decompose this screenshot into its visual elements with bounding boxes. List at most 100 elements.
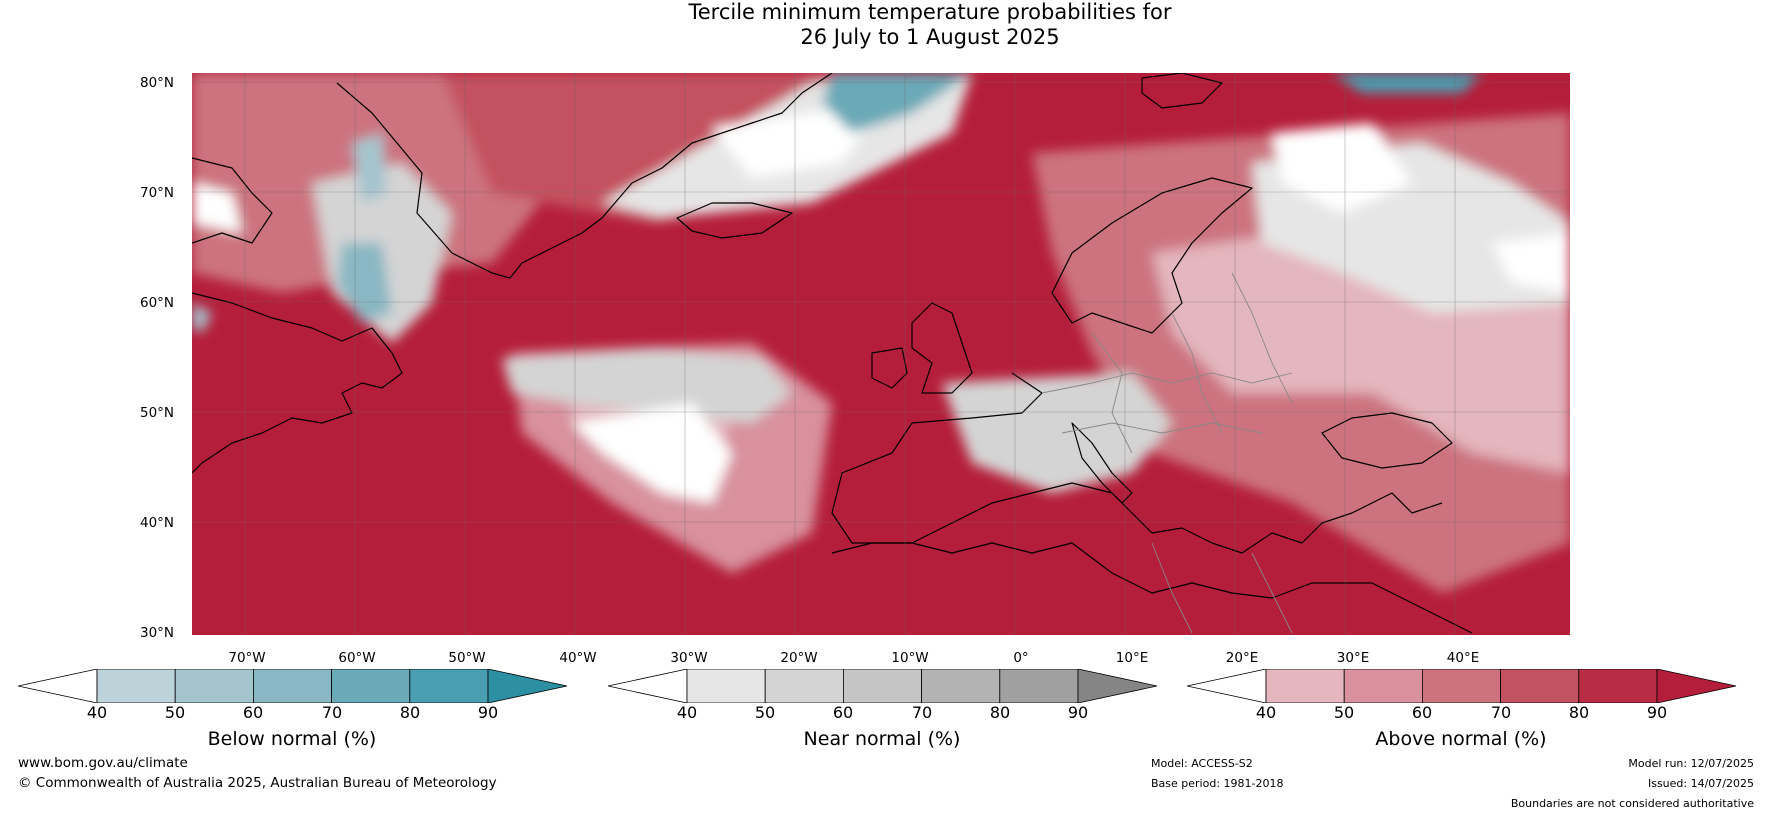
region-neutral: [572, 403, 732, 503]
lon-label: 10°E: [1115, 650, 1149, 666]
lat-label: 60°N: [140, 295, 175, 311]
colorbar-swatch: [1265, 669, 1345, 703]
colorbar-tick: 90: [1646, 703, 1668, 722]
colorbar-tick: 80: [399, 703, 421, 722]
colorbar-above-normal: [1187, 669, 1737, 703]
colorbar-swatch: [409, 669, 489, 703]
model-text: Model: ACCESS-S2: [1151, 757, 1253, 770]
lat-label: 30°N: [140, 625, 175, 641]
colorbar-tick: 50: [754, 703, 776, 722]
colorbar-tick: 70: [1490, 703, 1512, 722]
colorbar-swatch: [1578, 669, 1658, 703]
lon-label: 30°E: [1336, 650, 1370, 666]
lon-label: 40°E: [1446, 650, 1480, 666]
disclaimer-text: Boundaries are not considered authoritat…: [1510, 797, 1754, 810]
colorbar-extension-low: [18, 669, 98, 703]
lat-label: 70°N: [140, 185, 175, 201]
website-link[interactable]: www.bom.gov.au/climate: [18, 755, 188, 771]
lat-label: 40°N: [140, 515, 175, 531]
model-run-text: Model run: 12/07/2025: [1628, 757, 1754, 770]
colorbar-extension-high: [1656, 669, 1737, 703]
colorbar-extension-high: [1077, 669, 1158, 703]
europe-coast: [831, 372, 1443, 554]
colorbar-swatch: [1421, 669, 1501, 703]
region-below-normal: [822, 73, 972, 133]
base-period-text: Base period: 1981-2018: [1151, 777, 1284, 790]
region-neutral: [192, 183, 242, 233]
issued-text: Issued: 14/07/2025: [1647, 777, 1754, 790]
colorbar-tick: 50: [164, 703, 186, 722]
scandinavia-coast: [1051, 177, 1253, 334]
colorbar-extension-low: [608, 669, 688, 703]
lon-label: 10°W: [891, 650, 929, 666]
colorbar-tick: 90: [477, 703, 499, 722]
svalbard-coast: [1141, 73, 1223, 109]
lon-label: 40°W: [559, 650, 597, 666]
region-neutral: [1492, 233, 1570, 293]
lon-label: 60°W: [338, 650, 376, 666]
colorbar-tick: 60: [832, 703, 854, 722]
region-below-normal: [1332, 73, 1482, 93]
colorbar-swatch: [96, 669, 176, 703]
colorbar-swatch: [252, 669, 332, 703]
probability-map: [192, 73, 1570, 635]
colorbar-swatch: [331, 669, 411, 703]
colorbar-swatch: [999, 669, 1079, 703]
colorbar-tick: 40: [1255, 703, 1277, 722]
title-line-2: 26 July to 1 August 2025: [800, 25, 1060, 49]
colorbar-swatch: [686, 669, 766, 703]
colorbar-swatch: [1343, 669, 1423, 703]
lon-label: 20°W: [780, 650, 818, 666]
colorbar-below-normal: [18, 669, 568, 703]
lat-label: 80°N: [140, 75, 175, 91]
north-america-coast: [192, 292, 403, 474]
region-near-normal: [502, 348, 792, 423]
colorbar-tick: 50: [1333, 703, 1355, 722]
colorbar-tick: 80: [989, 703, 1011, 722]
region-neutral: [1272, 123, 1412, 213]
british-isles-coast: [911, 302, 973, 394]
lon-label: 70°W: [228, 650, 266, 666]
region-below-normal: [192, 303, 212, 333]
title-line-1: Tercile minimum temperature probabilitie…: [688, 0, 1172, 24]
colorbar-extension-low: [1187, 669, 1267, 703]
coastlines: [192, 73, 1473, 634]
country-borders: [1041, 272, 1293, 634]
colorbar-label-near: Near normal (%): [803, 728, 961, 750]
colorbar-near-normal: [608, 669, 1158, 703]
lat-label: 50°N: [140, 405, 175, 421]
colorbar-extension-high: [487, 669, 568, 703]
colorbar-swatch: [764, 669, 844, 703]
baffin-coast: [192, 157, 273, 244]
probability-shading: [192, 73, 1570, 593]
colorbar-tick: 60: [1411, 703, 1433, 722]
colorbar-tick: 40: [676, 703, 698, 722]
colorbar-swatches: [18, 669, 568, 703]
colorbar-tick: 40: [86, 703, 108, 722]
lon-label: 20°E: [1225, 650, 1259, 666]
colorbar-swatches: [1187, 669, 1737, 703]
colorbar-tick: 90: [1067, 703, 1089, 722]
map-title: Tercile minimum temperature probabilitie…: [0, 0, 1770, 50]
italy-coast: [1071, 422, 1133, 504]
region-below-normal: [352, 133, 387, 203]
gridlines: [192, 73, 1570, 635]
iceland-coast: [676, 202, 793, 239]
colorbar-swatch: [921, 669, 1001, 703]
colorbar-swatch: [174, 669, 254, 703]
greenland-coast: [336, 73, 833, 279]
colorbar-swatches: [608, 669, 1158, 703]
colorbar-label-above: Above normal (%): [1375, 728, 1547, 750]
africa-coast: [831, 542, 1473, 634]
colorbar-label-below: Below normal (%): [207, 728, 377, 750]
region-below-normal: [337, 243, 392, 323]
ireland-coast: [871, 347, 908, 389]
colorbar-swatch: [1500, 669, 1580, 703]
black-sea-coast: [1321, 412, 1453, 469]
colorbar-tick: 70: [911, 703, 933, 722]
colorbar-tick: 80: [1568, 703, 1590, 722]
colorbar-swatch: [842, 669, 922, 703]
colorbar-tick: 60: [242, 703, 264, 722]
lon-label: 30°W: [670, 650, 708, 666]
lon-label: 0°: [1013, 650, 1029, 666]
